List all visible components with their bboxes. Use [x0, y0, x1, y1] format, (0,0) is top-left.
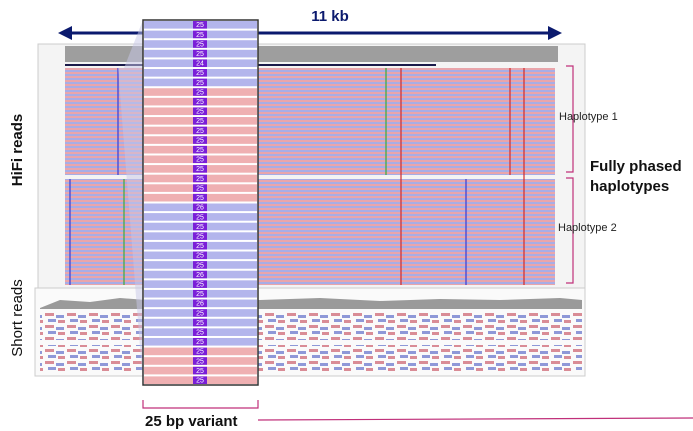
zoom-box: 25 25 25 25 24 25 25 25 25 25 25 25 25 25 25 25 25 25 25 26… [143, 20, 258, 385]
variant-length: 25 [196, 70, 204, 77]
variant-length: 25 [196, 368, 204, 375]
variant-length: 25 [196, 176, 204, 183]
variant-line [258, 418, 693, 420]
variant-length: 26 [196, 205, 204, 212]
variant-length: 25 [196, 291, 204, 298]
variant-length: 25 [196, 224, 204, 231]
variant-length: 25 [196, 262, 204, 269]
variant-length: 25 [196, 41, 204, 48]
variant-length: 25 [196, 378, 204, 385]
variant-length: 25 [196, 147, 204, 154]
variant-length: 25 [196, 349, 204, 356]
variant-length: 25 [196, 310, 204, 317]
span-arrow [58, 26, 562, 40]
short-label: Short reads [9, 279, 26, 357]
variant-length: 25 [196, 109, 204, 116]
variant-length: 25 [196, 89, 204, 96]
variant-length: 25 [196, 157, 204, 164]
variant-length: 25 [196, 214, 204, 221]
variant-length: 25 [196, 128, 204, 135]
variant-length: 26 [196, 301, 204, 308]
haplotype-label: Haplotype 1 [559, 111, 618, 123]
phased-label: haplotypes [590, 178, 669, 195]
short-reads-positive [40, 345, 582, 373]
variant-length: 25 [196, 137, 204, 144]
variant-length: 25 [196, 99, 204, 106]
variant-length: 25 [196, 320, 204, 327]
variant-length: 25 [196, 330, 204, 337]
variant-label: 25 bp variant [145, 413, 238, 430]
hifi-label: HiFi reads [9, 114, 26, 187]
variant-length: 25 [196, 195, 204, 202]
short-reads-negative [40, 312, 582, 340]
figure: 11 kb Haplotype 1 Haplotype 2 Fully phas… [0, 0, 693, 431]
variant-length: 25 [196, 233, 204, 240]
span-label: 11 kb [311, 8, 349, 25]
variant-length: 25 [196, 358, 204, 365]
variant-length: 25 [196, 80, 204, 87]
variant-length: 25 [196, 281, 204, 288]
variant-length: 25 [196, 243, 204, 250]
variant-length: 25 [196, 253, 204, 260]
page: 11 kb Haplotype 1 Haplotype 2 Fully phas… [0, 0, 693, 431]
variant-length: 25 [196, 339, 204, 346]
variant-length: 26 [196, 272, 204, 279]
variant-length: 25 [196, 32, 204, 39]
variant-length: 25 [196, 185, 204, 192]
variant-bracket [143, 400, 258, 408]
phased-label: Fully phased [590, 158, 682, 175]
variant-length: 25 [196, 51, 204, 58]
variant-length: 25 [196, 166, 204, 173]
variant-length: 25 [196, 118, 204, 125]
haplotype-label: Haplotype 2 [558, 222, 617, 234]
variant-length: 24 [196, 61, 204, 68]
variant-length: 25 [196, 22, 204, 29]
